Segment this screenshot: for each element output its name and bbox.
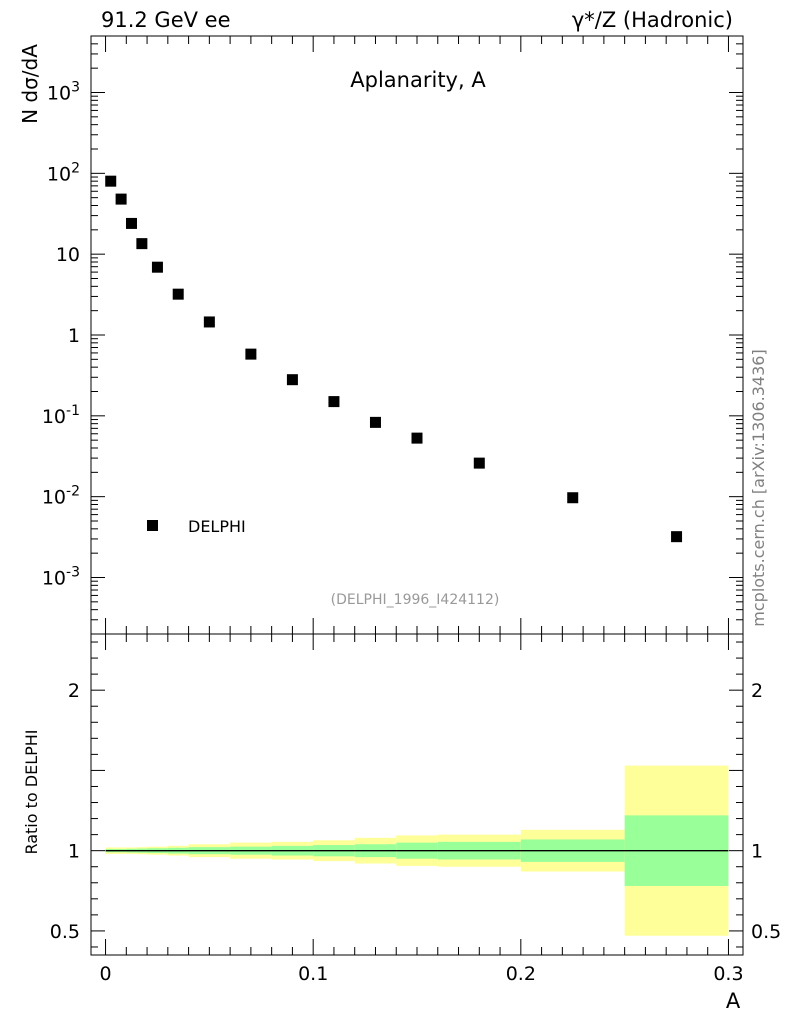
data-point [115,193,127,205]
data-point [328,396,340,408]
x-axis-label: A [726,989,741,1013]
header-right: γ*/Z (Hadronic) [572,8,733,32]
axis-ticks [91,35,743,955]
data-point [151,261,163,273]
x-tick-label: 0 [99,963,111,985]
data-point [172,288,184,300]
y-tick-label: 10-3 [42,564,80,589]
y-tick-label: 103 [47,80,80,105]
tick-labels: 10-3 10-2 10-1 1 10 102 103 0 0.1 0.2 0.3 0.5 0.5 1 1 2… [42,80,781,985]
y-tick-label: 10 [56,244,80,266]
y-tick-label: 10-2 [42,484,80,509]
y-tick-label: 10-1 [42,403,80,428]
data-point [567,492,579,504]
ratio-y-tick-label-right: 0.5 [751,921,781,943]
header-left: 91.2 GeV ee [101,8,231,32]
side-watermark: mcplots.cern.ch [arXiv:1306.3436] [749,349,768,626]
data-point [286,374,298,386]
legend-label: DELPHI [188,517,246,536]
data-point [671,531,683,543]
data-point [369,416,381,428]
ratio-y-tick-label-right: 2 [751,680,763,702]
data-point [136,238,148,250]
y-tick-label: 1 [68,325,80,347]
legend-marker [147,520,158,531]
data-point [105,175,117,187]
plot-title: Aplanarity, A [350,68,486,92]
y-tick-label: 102 [47,160,80,185]
x-tick-label: 0.3 [713,963,743,985]
ratio-y-tick-label-left: 0.5 [50,921,80,943]
reference-label: (DELPHI_1996_I424112) [331,592,500,608]
ratio-y-tick-label-left: 1 [68,841,80,863]
x-tick-label: 0.2 [506,963,536,985]
main-y-axis-label: N dσ/dA [18,44,42,124]
ratio-y-tick-label-left: 2 [68,680,80,702]
data-point [411,432,423,444]
x-tick-label: 0.1 [298,963,328,985]
data-point [245,348,257,360]
ratio-y-axis-label: Ratio to DELPHI [22,729,41,854]
data-point [203,316,215,328]
ratio-y-tick-label-right: 1 [751,841,763,863]
data-point [125,217,137,229]
data-point [473,457,485,469]
data-points [105,175,683,543]
main-plot-frame [90,35,744,635]
